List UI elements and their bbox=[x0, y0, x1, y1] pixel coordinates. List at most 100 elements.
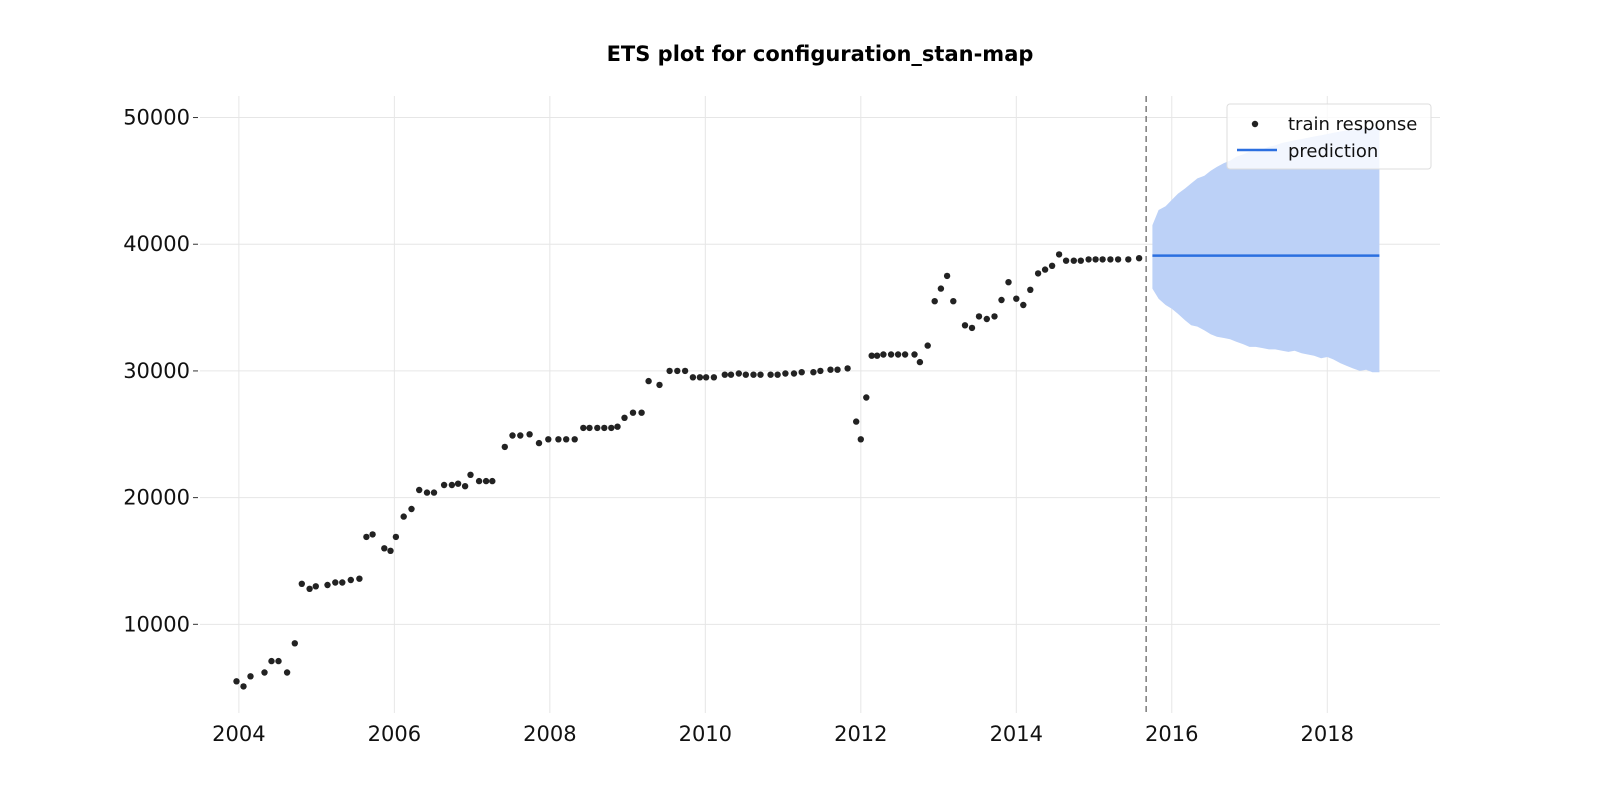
train-response-point bbox=[702, 374, 710, 381]
train-response-point bbox=[356, 575, 363, 582]
x-axis: 2004 2006 2008 2010 2012 2014 2016 2018 bbox=[212, 722, 1354, 746]
train-response-point bbox=[901, 351, 909, 358]
train-response-point bbox=[475, 477, 483, 485]
train-response-point bbox=[416, 486, 423, 494]
train-response-point bbox=[261, 669, 268, 676]
train-response-point bbox=[324, 581, 331, 589]
train-response-point bbox=[440, 481, 448, 489]
train-response-point bbox=[1114, 256, 1122, 263]
y-axis: 10000 20000 30000 40000 50000 bbox=[123, 106, 198, 636]
train-response-point bbox=[489, 477, 496, 485]
legend-label-train-response: train response bbox=[1288, 114, 1417, 135]
train-response-point bbox=[1077, 257, 1085, 264]
train-response-point bbox=[961, 322, 969, 329]
train-response-point bbox=[1135, 255, 1143, 262]
train-response-point bbox=[1027, 286, 1034, 293]
train-response-point bbox=[943, 272, 951, 280]
train-response-points bbox=[233, 251, 1143, 690]
train-response-point bbox=[1048, 262, 1056, 269]
train-response-point bbox=[608, 424, 615, 432]
train-response-point bbox=[454, 480, 462, 487]
train-response-point bbox=[638, 409, 645, 416]
train-response-point bbox=[1085, 256, 1092, 263]
train-response-point bbox=[526, 431, 533, 438]
train-response-point bbox=[501, 443, 508, 451]
train-response-point bbox=[1034, 270, 1042, 277]
train-response-point bbox=[347, 576, 354, 584]
train-response-point bbox=[580, 424, 587, 432]
train-response-point bbox=[782, 370, 789, 377]
x-tick-label: 2010 bbox=[679, 722, 732, 746]
train-response-point bbox=[666, 367, 673, 375]
y-tick-label: 50000 bbox=[123, 106, 190, 130]
train-response-point bbox=[983, 315, 990, 323]
train-response-point bbox=[998, 296, 1005, 304]
train-response-point bbox=[339, 579, 346, 586]
x-tick-label: 2008 bbox=[523, 722, 576, 746]
train-response-point bbox=[555, 436, 562, 443]
x-tick-label: 2016 bbox=[1145, 722, 1198, 746]
train-response-point bbox=[767, 371, 774, 378]
train-response-point bbox=[247, 673, 254, 680]
train-response-point bbox=[689, 374, 697, 381]
train-response-point bbox=[563, 436, 570, 443]
train-response-point bbox=[381, 545, 388, 552]
train-response-point bbox=[757, 371, 764, 378]
train-response-point bbox=[853, 418, 860, 425]
train-response-point bbox=[790, 370, 798, 377]
train-response-point bbox=[283, 669, 291, 676]
train-response-point bbox=[509, 432, 516, 439]
train-response-point bbox=[834, 366, 841, 373]
train-response-point bbox=[1062, 257, 1070, 264]
train-response-point bbox=[735, 370, 742, 377]
train-response-point bbox=[312, 583, 319, 590]
chart-title: ETS plot for configuration_stan-map bbox=[607, 42, 1034, 66]
train-response-point bbox=[614, 423, 621, 430]
train-response-point bbox=[817, 367, 824, 375]
train-response-point bbox=[975, 313, 983, 320]
train-response-point bbox=[844, 365, 851, 372]
prediction-band bbox=[1152, 126, 1380, 373]
train-response-point bbox=[332, 579, 339, 586]
legend-box bbox=[1226, 103, 1432, 170]
legend-label-prediction: prediction bbox=[1288, 141, 1378, 162]
y-tick-label: 30000 bbox=[123, 359, 190, 383]
train-response-point bbox=[430, 489, 438, 496]
y-tick-label: 40000 bbox=[123, 232, 190, 256]
y-tick-label: 10000 bbox=[123, 612, 190, 636]
train-response-point bbox=[363, 533, 370, 541]
train-response-point bbox=[827, 366, 834, 373]
train-response-point bbox=[601, 424, 608, 432]
train-response-point bbox=[535, 439, 543, 447]
train-response-point bbox=[400, 513, 407, 520]
train-response-point bbox=[369, 531, 376, 538]
train-response-point bbox=[594, 424, 601, 432]
train-response-point bbox=[387, 547, 394, 554]
train-response-point bbox=[629, 409, 637, 416]
train-response-point bbox=[448, 481, 456, 489]
train-response-point bbox=[880, 351, 887, 358]
train-response-point bbox=[461, 483, 469, 490]
train-response-point bbox=[1092, 256, 1099, 263]
train-response-point bbox=[968, 324, 976, 332]
train-response-point bbox=[586, 424, 593, 432]
train-response-point bbox=[710, 374, 718, 381]
train-response-point bbox=[298, 580, 305, 587]
train-response-point bbox=[868, 352, 875, 359]
train-response-point bbox=[233, 678, 240, 685]
train-response-point bbox=[916, 358, 924, 366]
train-response-point bbox=[931, 298, 938, 305]
y-tick-label: 20000 bbox=[123, 486, 190, 510]
x-tick-label: 2006 bbox=[368, 722, 421, 746]
train-response-point bbox=[937, 285, 945, 292]
train-response-point bbox=[810, 369, 817, 376]
train-response-point bbox=[275, 657, 282, 665]
legend-marker-train-response bbox=[1251, 120, 1259, 128]
train-response-point bbox=[721, 371, 728, 378]
train-response-point bbox=[750, 371, 757, 378]
train-response-point bbox=[857, 436, 864, 443]
train-response-point bbox=[696, 374, 704, 381]
train-response-point bbox=[911, 351, 918, 358]
train-response-point bbox=[482, 477, 490, 485]
